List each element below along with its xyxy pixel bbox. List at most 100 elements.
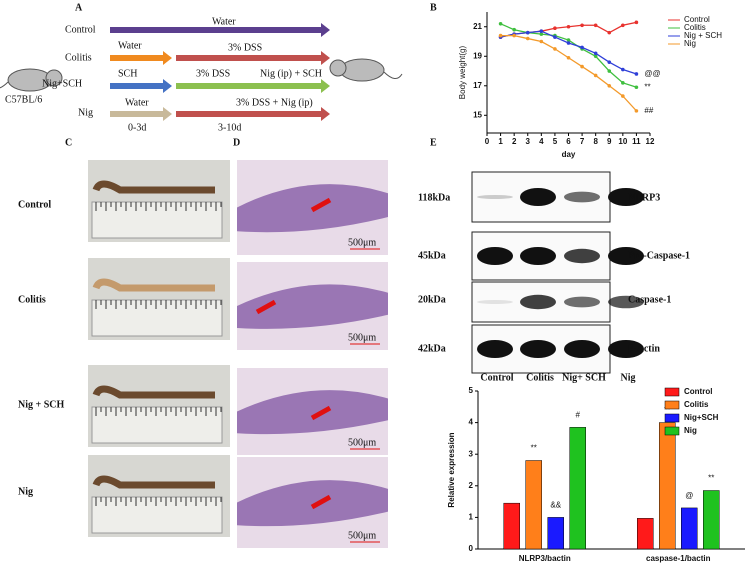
point: [512, 27, 516, 32]
point: [593, 73, 598, 78]
mouse-body: [339, 58, 385, 82]
arrow-body: [110, 111, 164, 117]
x-tick-label: 9: [607, 137, 612, 146]
legend-label: Control: [684, 15, 710, 24]
point: [634, 85, 639, 90]
x-tick-label: 12: [646, 137, 655, 146]
x-tick-label: 4: [539, 137, 544, 146]
point: [621, 23, 625, 28]
arrow-body: [176, 55, 322, 61]
lane-label: Control: [480, 372, 513, 383]
colon: [92, 385, 215, 399]
lane-label: Colitis: [526, 372, 554, 383]
ruler: [91, 406, 223, 444]
red-arrow: [310, 494, 332, 510]
point: [566, 38, 571, 42]
colon: [92, 475, 215, 489]
legend-label: Colitis: [684, 23, 706, 32]
diagram-text: Water: [125, 97, 149, 108]
diagram-text: Colitis: [65, 52, 92, 63]
scale-bar-label: 500μm: [348, 237, 376, 248]
panel-label: B: [430, 2, 437, 13]
diagram-text: 3% DSS: [228, 42, 262, 53]
scale-bar-label: 500μm: [348, 332, 376, 343]
diagram-text: Nig (ip) + SCH: [260, 68, 322, 79]
point: [498, 22, 503, 26]
diagram-text: 3-10d: [218, 122, 241, 133]
arrow-body: [110, 27, 322, 33]
point: [621, 81, 625, 85]
band: [477, 300, 513, 304]
x-tick-label: 10: [618, 137, 627, 146]
diagram-text: Nig+SCH: [42, 78, 82, 89]
point: [593, 51, 598, 56]
diagram-text: Water: [118, 40, 142, 51]
x-tick-label: caspase-1/bactin: [646, 554, 711, 563]
scale-bar-label: 500μm: [348, 437, 376, 448]
band: [520, 294, 556, 310]
diagram-text: SCH: [118, 68, 137, 79]
diagram-text: C57BL/6: [5, 94, 42, 105]
band: [520, 247, 556, 265]
mouse-icon: [0, 68, 63, 92]
red-arrow: [310, 197, 332, 213]
band: [520, 340, 556, 358]
legend-label: Nig+SCH: [684, 413, 719, 422]
band: [477, 340, 513, 358]
point: [593, 23, 598, 28]
protein-label: NLRP3: [628, 192, 660, 203]
kda-label: 42kDa: [418, 343, 446, 354]
band: [608, 295, 644, 309]
red-arrow: [310, 405, 332, 421]
x-axis-label: day: [562, 150, 576, 159]
diagram-text: Nig: [78, 107, 93, 118]
point: [593, 54, 598, 59]
bar: [525, 460, 542, 550]
band: [608, 340, 644, 358]
significance-mark: ##: [644, 106, 653, 115]
point: [539, 32, 544, 36]
tissue: [237, 480, 388, 527]
y-tick-label: 21: [473, 22, 482, 31]
bar: [659, 422, 676, 550]
significance-mark: #: [576, 410, 581, 419]
legend-swatch: [664, 413, 680, 423]
point: [607, 83, 612, 88]
point: [621, 94, 625, 98]
legend-swatch: [664, 426, 680, 436]
significance-mark: **: [531, 444, 537, 453]
arrow-head: [321, 107, 330, 121]
x-tick-label: NLRP3/bactin: [519, 554, 571, 563]
x-tick-label: 1: [498, 137, 503, 146]
y-axis-label: Relative expression: [447, 432, 456, 507]
arrow-head: [321, 23, 330, 37]
x-tick-label: 5: [553, 137, 558, 146]
mouse-head: [329, 59, 347, 77]
legend-label: Control: [684, 387, 712, 396]
point: [634, 109, 639, 113]
band: [564, 340, 600, 358]
y-tick-label: 19: [473, 51, 482, 60]
y-axis-label: Body weight(g): [458, 45, 467, 99]
tissue: [237, 284, 388, 329]
diagram-text: 3% DSS + Nig (ip): [236, 97, 313, 108]
bar: [503, 502, 520, 550]
red-arrow: [255, 299, 277, 315]
legend-swatch: [664, 387, 680, 397]
bar: [569, 427, 586, 550]
x-tick-label: 11: [632, 137, 641, 146]
y-tick-label: 5: [469, 386, 474, 395]
point: [607, 69, 612, 73]
point: [553, 35, 557, 39]
bar: [547, 517, 564, 550]
point: [580, 45, 584, 50]
ruler: [91, 201, 223, 239]
mouse-icon: [329, 58, 403, 82]
bar: [703, 490, 720, 550]
legend-label: Nig + SCH: [684, 31, 722, 40]
band: [608, 188, 644, 206]
point: [525, 36, 530, 41]
colon: [92, 180, 215, 194]
point: [621, 67, 625, 72]
point: [553, 47, 557, 51]
